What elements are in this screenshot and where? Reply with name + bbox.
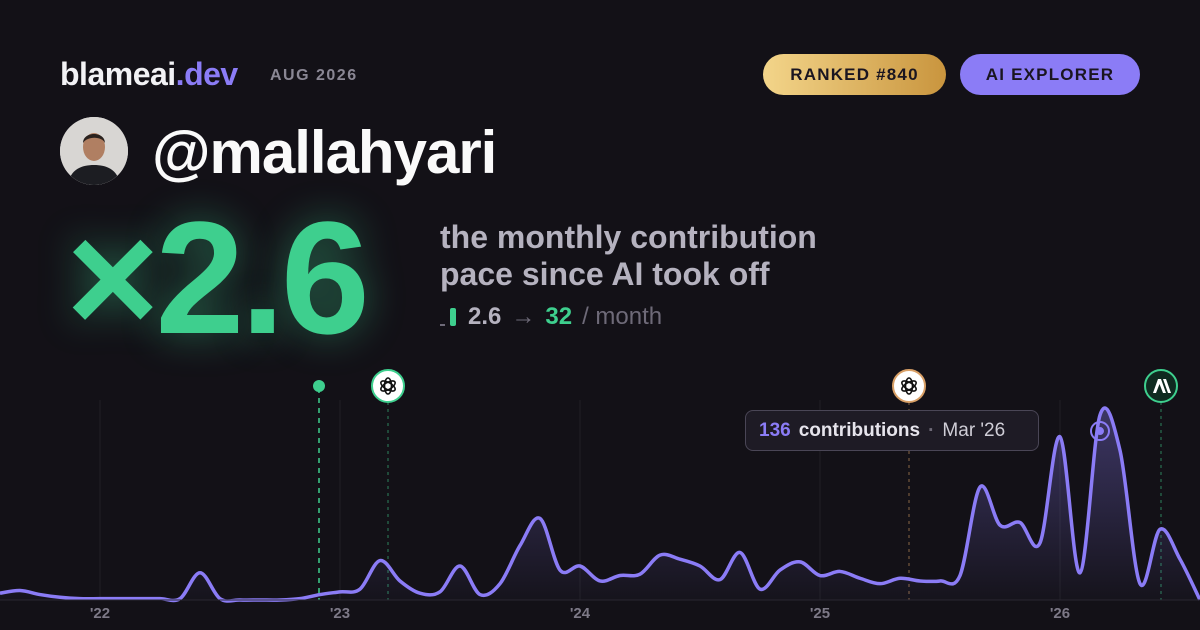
tooltip-value: 136 [759,419,791,441]
event-dot [313,380,325,392]
x-tick-label: '25 [810,605,830,622]
avatar [60,117,128,185]
tooltip-separator: · [928,419,935,441]
event-icon [892,369,926,403]
pace: 2.6 → 32 / month [440,303,662,331]
tooltip: 136 contributions · Mar '26 [745,410,1039,451]
caption: pace since AI took off [440,256,770,292]
brand-tld: .dev [175,56,239,92]
event-icon [371,369,405,403]
event-icon [1144,369,1178,403]
x-tick-label: '24 [570,605,591,622]
pace-icon [440,308,456,326]
pace-unit: / month [582,303,663,330]
highlight-dot [1096,427,1104,436]
caption: the monthly contribution [440,219,817,255]
highlight-ring [1090,421,1110,442]
tier-badge: AI EXPLORER [960,54,1140,95]
area-fill [0,407,1200,602]
rank-badge: RANKED #840 [763,54,946,95]
multiplier: ×2.6 [66,188,370,367]
date: AUG 2026 [270,67,358,84]
x-tick-label: '22 [90,605,110,622]
pace-after: 32 [545,303,573,330]
pace-arrow: → [511,303,536,330]
x-tick-label: '23 [330,605,350,622]
username: @mallahyari [152,119,497,186]
brand: blameai.dev [60,56,238,93]
tooltip-month: Mar '26 [942,419,1006,441]
pace-before: 2.6 [468,303,502,330]
tooltip-unit: contributions [798,419,921,441]
line [0,406,1200,603]
brand-name: blameai [60,56,176,92]
x-tick-label: '26 [1050,605,1070,622]
